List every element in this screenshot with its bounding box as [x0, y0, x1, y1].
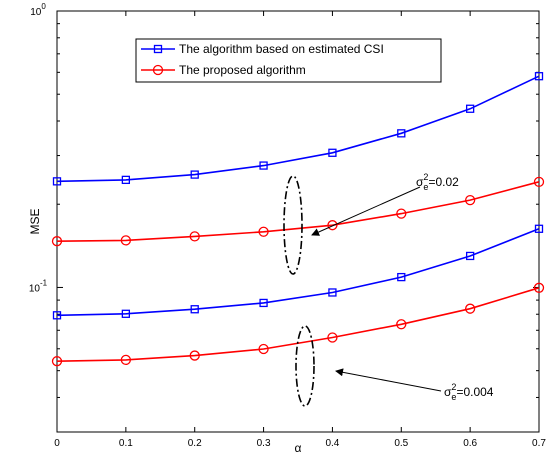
- data-point-circle: [464, 303, 476, 314]
- annotation-sub: e: [423, 182, 428, 192]
- annotation-arrow: [311, 186, 421, 236]
- data-point-square: [259, 298, 268, 308]
- group-ellipse: [295, 325, 315, 407]
- noise-annotation-1: σ2 e=0.004: [295, 325, 494, 407]
- x-tick-label: 0.6: [463, 438, 477, 449]
- data-point-square: [121, 175, 131, 185]
- legend-marker-circle: [152, 64, 164, 76]
- legend-marker-square: [153, 44, 163, 54]
- data-point-square: [328, 148, 337, 157]
- data-point-square: [190, 170, 199, 179]
- annotation-arrow: [335, 368, 442, 392]
- annotation-sub: e: [451, 392, 456, 402]
- annotation-value: =0.02: [428, 175, 459, 189]
- annotation-sup: 2: [451, 382, 456, 392]
- x-tick-label: 0.4: [325, 438, 339, 449]
- data-point-circle: [258, 343, 269, 355]
- data-point-square: [397, 272, 406, 282]
- data-point-square: [465, 104, 475, 113]
- data-point-square: [259, 161, 268, 170]
- series-line: [56, 75, 540, 183]
- data-point-circle: [258, 226, 269, 237]
- data-point-circle: [533, 176, 545, 187]
- data-point-square: [121, 309, 131, 318]
- data-point-square: [190, 305, 199, 314]
- series-line: [56, 181, 540, 242]
- data-point-square: [52, 177, 62, 186]
- legend-box: [135, 38, 442, 83]
- annotation-sigma: σ: [444, 385, 452, 399]
- data-point-circle: [189, 350, 200, 361]
- data-point-circle: [189, 231, 200, 242]
- series-2: [52, 224, 544, 320]
- annotation-sigma: σ: [416, 175, 424, 189]
- y-tick-label: 100: [30, 2, 46, 18]
- x-tick-label: 0: [54, 438, 60, 449]
- y-tick-exponent: -1: [40, 278, 48, 287]
- data-point-square: [465, 251, 475, 261]
- data-point-square: [397, 129, 406, 138]
- data-point-circle: [464, 194, 476, 206]
- series-0: [52, 72, 544, 186]
- data-point-square: [328, 288, 337, 297]
- legend-label: The algorithm based on estimated CSI: [179, 42, 384, 56]
- x-tick-label: 0.1: [119, 438, 133, 449]
- series-1: [51, 176, 545, 247]
- x-tick-label: 0.2: [188, 438, 202, 449]
- legend: The algorithm based on estimated CSI The …: [135, 38, 442, 83]
- group-ellipse: [283, 175, 303, 275]
- series-line: [56, 228, 540, 317]
- noise-annotation-0: σ2 e=0.02: [283, 172, 459, 275]
- data-point-circle: [396, 319, 407, 330]
- legend-label: The proposed algorithm: [179, 63, 306, 77]
- y-axis-label: MSE: [28, 208, 42, 234]
- y-tick-label: 10-1: [29, 278, 48, 294]
- x-tick-label: 0.3: [257, 438, 271, 449]
- data-point-circle: [327, 220, 338, 231]
- data-point-circle: [120, 354, 132, 366]
- data-point-square: [534, 72, 544, 81]
- y-tick-base: 10: [30, 7, 42, 18]
- data-point-circle: [120, 235, 132, 246]
- data-point-square: [534, 224, 544, 233]
- y-tick-base: 10: [29, 283, 41, 294]
- data-point-circle: [327, 332, 338, 343]
- x-axis-label: α: [295, 441, 302, 455]
- annotation-value: =0.004: [456, 385, 493, 399]
- data-point-circle: [51, 236, 63, 247]
- x-tick-label: 0.7: [532, 438, 546, 449]
- data-point-square: [52, 311, 62, 320]
- annotation-sup: 2: [423, 172, 428, 182]
- annotation-label: σ2 e=0.004: [444, 382, 494, 402]
- x-tick-label: 0.5: [394, 438, 408, 449]
- y-tick-exponent: 0: [41, 2, 46, 11]
- data-point-circle: [533, 282, 545, 293]
- data-point-circle: [396, 208, 407, 219]
- data-point-circle: [51, 356, 63, 367]
- annotation-label: σ2 e=0.02: [416, 172, 459, 192]
